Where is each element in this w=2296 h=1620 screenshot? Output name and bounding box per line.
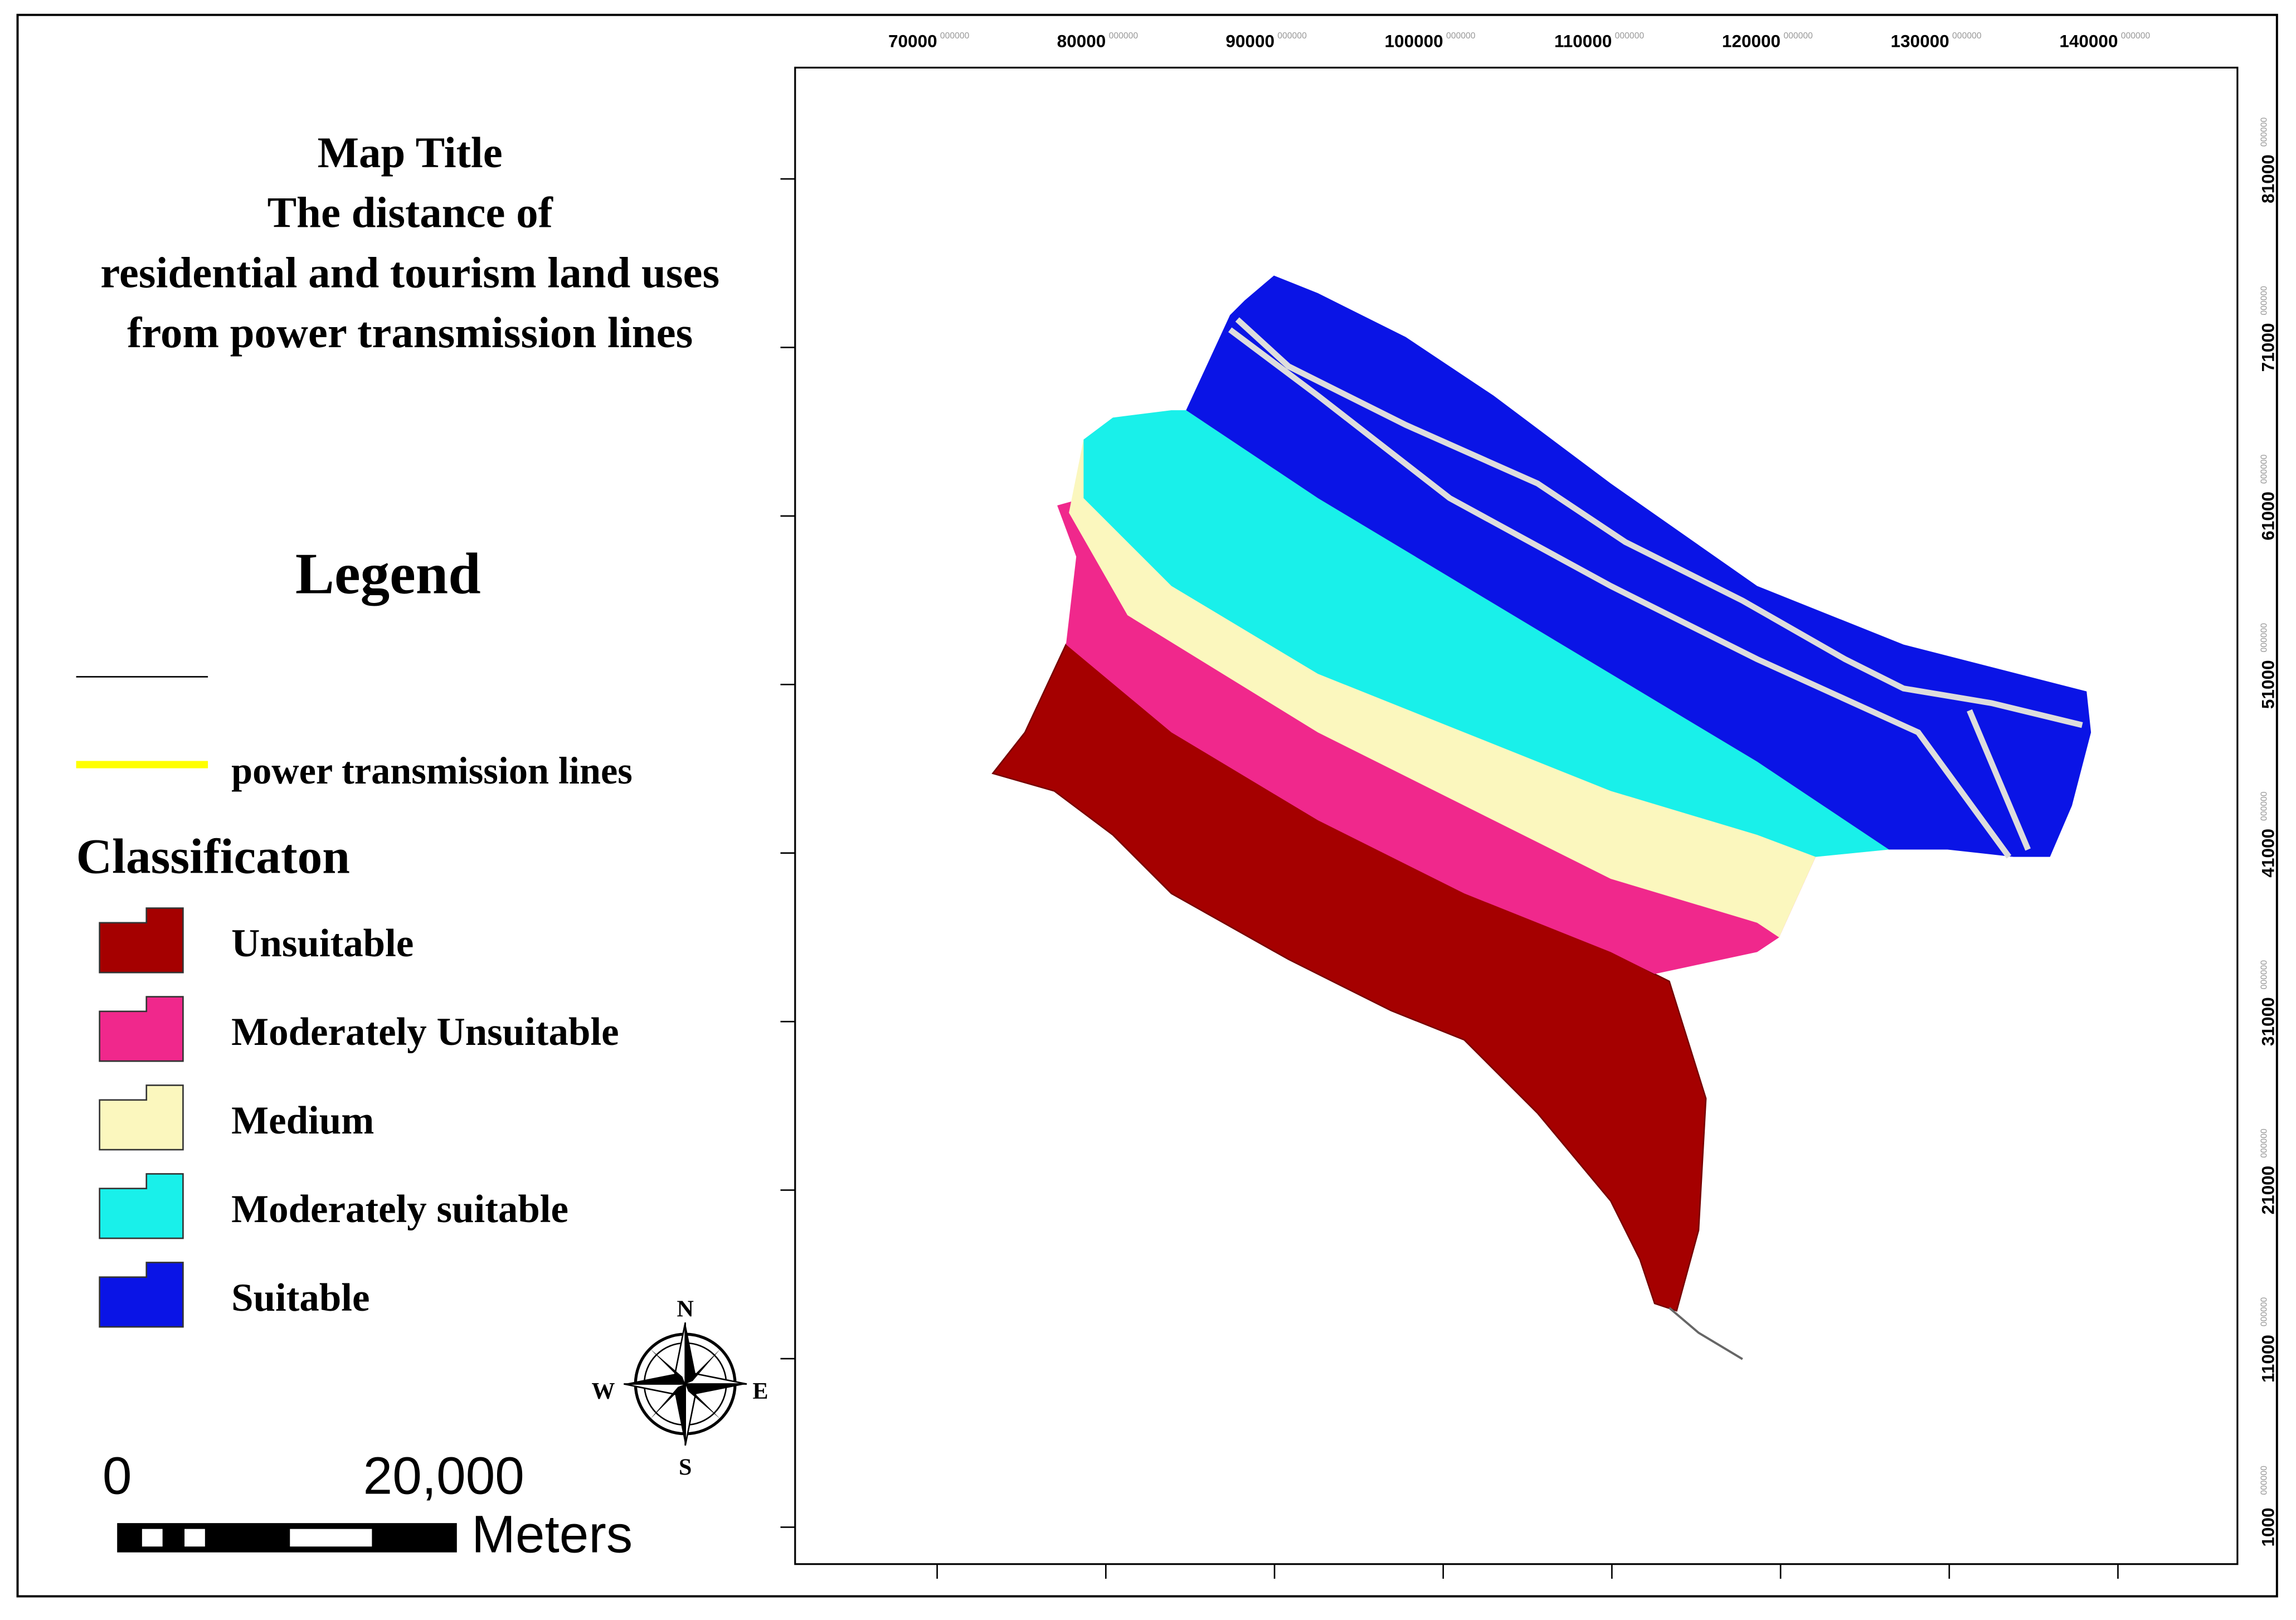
x-tick-label: 100000 <box>1385 31 1443 51</box>
coordinate-ticks: 70000 000000 80000 000000 90000 000000 100000 0… <box>780 31 2278 1579</box>
x-tick-fraction: 000000 <box>2121 31 2151 41</box>
legend-line-label: power transmission lines <box>231 750 633 792</box>
compass-e: E <box>753 1379 768 1404</box>
legend-swatch <box>99 1084 184 1151</box>
y-tick-label: 11000 <box>2258 1335 2278 1383</box>
y-tick-label: 81000 <box>2258 154 2278 203</box>
legend: Map Title The distance of residential and … <box>76 129 719 1328</box>
map-title: The distance of <box>267 189 554 237</box>
legend-label: Suitable <box>231 1276 369 1320</box>
map-bands <box>991 275 2091 1312</box>
x-tick-label: 110000 <box>1554 31 1612 51</box>
map-title: from power transmission lines <box>127 309 693 357</box>
x-tick-label: 120000 <box>1722 31 1781 51</box>
y-tick-fraction: 000000 <box>2259 960 2269 990</box>
scale-bar: 0 20,000 Meters <box>103 1447 633 1564</box>
x-tick-label: 90000 <box>1225 31 1275 51</box>
legend-swatch <box>99 996 184 1062</box>
y-tick-label: 71000 <box>2258 323 2278 372</box>
map-title: Map Title <box>318 129 503 177</box>
power-lines <box>1228 317 2083 1360</box>
scale-start: 0 <box>103 1447 132 1506</box>
y-tick-fraction: 000000 <box>2259 1297 2269 1326</box>
y-tick-label: 51000 <box>2258 660 2278 709</box>
y-tick-fraction: 000000 <box>2259 791 2269 821</box>
classification-title: Classificaton <box>76 829 350 884</box>
y-tick-fraction: 000000 <box>2259 454 2269 484</box>
y-tick-fraction: 000000 <box>2259 1466 2269 1495</box>
x-tick-label: 130000 <box>1891 31 1949 51</box>
y-tick-fraction: 000000 <box>2259 117 2269 147</box>
y-tick-fraction: 000000 <box>2259 623 2269 653</box>
scale-end: 20,000 <box>363 1447 524 1506</box>
legend-swatch <box>99 907 184 974</box>
y-tick-label: 21000 <box>2258 1166 2278 1215</box>
x-tick-fraction: 000000 <box>1446 31 1476 41</box>
power-line <box>1228 327 2012 859</box>
legend-label: Medium <box>231 1099 374 1142</box>
power-line <box>1967 709 2031 851</box>
x-tick-fraction: 000000 <box>1783 31 1813 41</box>
scale-unit: Meters <box>471 1505 633 1564</box>
x-tick-label: 140000 <box>2059 31 2118 51</box>
map-title: residential and tourism land uses <box>100 249 719 297</box>
power-line <box>1235 317 2083 728</box>
legend-label: Moderately suitable <box>231 1188 568 1231</box>
class-region <box>1186 275 2091 857</box>
y-tick-label: 41000 <box>2258 829 2278 878</box>
x-tick-fraction: 000000 <box>1615 31 1645 41</box>
legend-title: Legend <box>295 541 481 606</box>
y-tick-label: 61000 <box>2258 492 2278 541</box>
legend-label: Moderately Unsuitable <box>231 1010 619 1054</box>
y-tick-label: 31000 <box>2258 997 2278 1046</box>
legend-swatch <box>99 1262 184 1328</box>
y-tick-fraction: 000000 <box>2259 1128 2269 1158</box>
x-tick-fraction: 000000 <box>1109 31 1139 41</box>
scale-bar-body <box>117 1523 457 1553</box>
class-region <box>991 643 1707 1312</box>
compass-w: W <box>592 1379 615 1404</box>
class-region <box>1083 410 1889 857</box>
x-tick-label: 70000 <box>888 31 937 51</box>
x-tick-fraction: 000000 <box>1952 31 1982 41</box>
legend-swatch <box>99 1173 184 1239</box>
compass-n: N <box>677 1297 694 1322</box>
river-line <box>1669 1307 1743 1360</box>
x-tick-fraction: 000000 <box>1277 31 1307 41</box>
compass-s: S <box>679 1454 692 1480</box>
y-tick-label: 1000 <box>2258 1507 2278 1546</box>
north-arrow: N S E W <box>592 1297 768 1481</box>
y-tick-fraction: 000000 <box>2259 286 2269 315</box>
x-tick-label: 80000 <box>1057 31 1106 51</box>
legend-label: Unsuitable <box>231 922 414 965</box>
x-tick-fraction: 000000 <box>940 31 970 41</box>
